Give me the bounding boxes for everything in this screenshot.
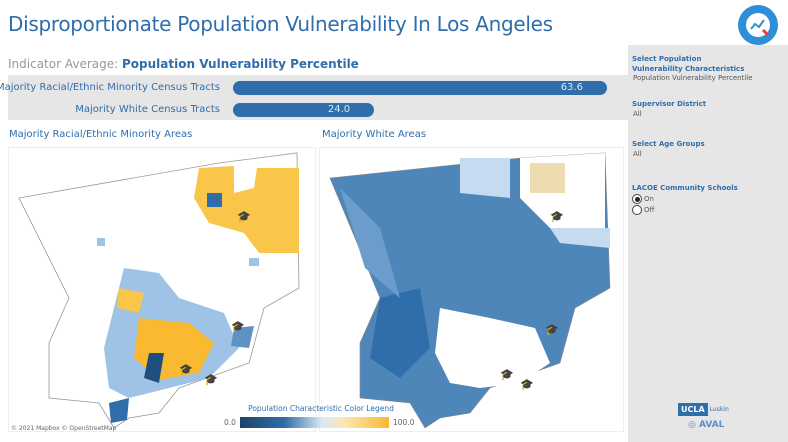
- district-filter-dropdown[interactable]: All: [633, 110, 642, 118]
- legend-max: 100.0: [393, 418, 415, 427]
- legend-title: Population Characteristic Color Legend: [248, 404, 394, 413]
- ucla-luskin-logo: UCLA Luskin: [678, 403, 729, 416]
- aval-logo-text: AVAL: [699, 420, 725, 430]
- graduation-cap-icon[interactable]: 🎓: [204, 373, 218, 386]
- luskin-logo-text: Luskin: [709, 406, 729, 413]
- schools-radio-off[interactable]: Off: [632, 205, 654, 215]
- map-title-white: Majority White Areas: [322, 129, 427, 140]
- graduation-cap-icon[interactable]: 🎓: [550, 210, 564, 223]
- bar-value-white: 24.0: [327, 104, 351, 115]
- indicator-heading: Indicator Average: Population Vulnerabil…: [8, 57, 359, 71]
- indicator-prefix: Indicator Average:: [8, 57, 119, 71]
- legend-gradient: [240, 417, 389, 428]
- filter-sidebar: Select Population Vulnerability Characte…: [628, 45, 788, 442]
- population-filter-dropdown[interactable]: Population Vulnerability Percentile: [633, 74, 753, 82]
- bar-value-minority: 63.6: [560, 82, 583, 93]
- indicator-name: Population Vulnerability Percentile: [122, 57, 359, 71]
- aval-logo: ◎ AVAL: [688, 420, 725, 430]
- radio-selected-icon: [632, 194, 642, 204]
- page-title: Disproportionate Population Vulnerabilit…: [8, 12, 553, 36]
- graduation-cap-icon[interactable]: 🎓: [231, 320, 245, 333]
- schools-filter-label: LACOE Community Schools: [632, 184, 738, 192]
- population-filter-label-1: Select Population: [632, 55, 702, 63]
- population-filter-label-2: Vulnerability Characteristics: [632, 65, 745, 73]
- schools-radio-on[interactable]: On: [632, 194, 654, 204]
- age-filter-label: Select Age Groups: [632, 140, 705, 148]
- map-white-areas[interactable]: 🎓 🎓 🎓 🎓: [319, 147, 624, 432]
- bar-label-white: Majority White Census Tracts: [75, 104, 220, 115]
- indicator-bar-chart: Majority Racial/Ethnic Minority Census T…: [0, 75, 628, 120]
- bar-label-minority: Majority Racial/Ethnic Minority Census T…: [0, 82, 220, 93]
- bar-white[interactable]: 24.0: [233, 103, 375, 117]
- ucla-logo-text: UCLA: [678, 403, 708, 416]
- graduation-cap-icon[interactable]: 🎓: [500, 368, 514, 381]
- chart-magnifier-icon[interactable]: [738, 5, 778, 45]
- graduation-cap-icon[interactable]: 🎓: [520, 378, 534, 391]
- graduation-cap-icon[interactable]: 🎓: [179, 363, 193, 376]
- radio-off-label: Off: [644, 206, 655, 214]
- map-title-minority: Majority Racial/Ethnic Minority Areas: [9, 129, 193, 140]
- bar-minority[interactable]: 63.6: [233, 81, 607, 95]
- color-legend: Population Characteristic Color Legend 0…: [224, 404, 414, 428]
- legend-min: 0.0: [224, 418, 236, 427]
- graduation-cap-icon[interactable]: 🎓: [237, 210, 251, 223]
- graduation-cap-icon[interactable]: 🎓: [545, 323, 559, 336]
- age-filter-dropdown[interactable]: All: [633, 150, 642, 158]
- radio-on-label: On: [644, 195, 654, 203]
- radio-unselected-icon: [632, 205, 642, 215]
- map-minority-areas[interactable]: 🎓 🎓 🎓 🎓: [8, 147, 316, 432]
- map-attribution[interactable]: © 2021 Mapbox © OpenStreetMap: [11, 425, 117, 432]
- district-filter-label: Supervisor District: [632, 100, 707, 108]
